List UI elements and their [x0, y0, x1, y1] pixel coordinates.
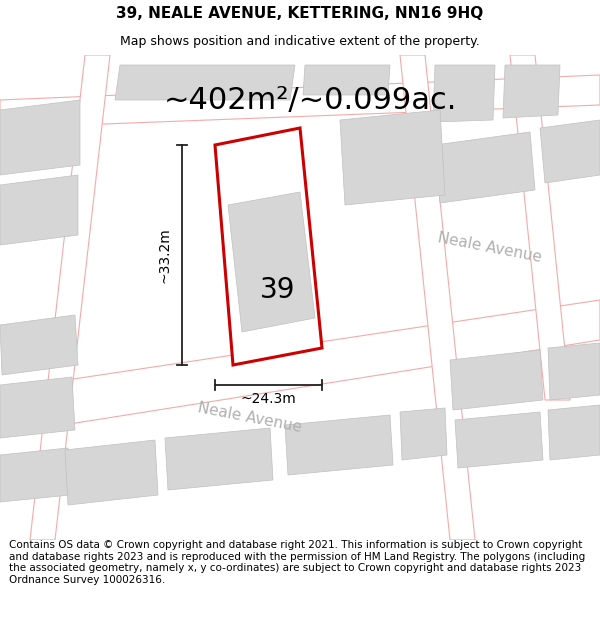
Polygon shape — [400, 408, 447, 460]
Text: Neale Avenue: Neale Avenue — [437, 231, 543, 266]
Polygon shape — [0, 75, 600, 128]
Polygon shape — [65, 440, 158, 505]
Polygon shape — [303, 65, 390, 95]
Text: Contains OS data © Crown copyright and database right 2021. This information is : Contains OS data © Crown copyright and d… — [9, 540, 585, 585]
Polygon shape — [0, 100, 80, 175]
Polygon shape — [510, 55, 570, 400]
Text: 39: 39 — [260, 276, 296, 304]
Polygon shape — [0, 315, 78, 375]
Polygon shape — [433, 65, 495, 122]
Polygon shape — [285, 415, 393, 475]
Polygon shape — [215, 128, 322, 365]
Polygon shape — [0, 300, 600, 435]
Polygon shape — [340, 110, 445, 205]
Polygon shape — [0, 377, 75, 438]
Polygon shape — [228, 192, 315, 332]
Polygon shape — [165, 428, 273, 490]
Polygon shape — [450, 350, 543, 410]
Text: ~33.2m: ~33.2m — [157, 227, 171, 283]
Polygon shape — [30, 55, 110, 540]
Polygon shape — [548, 343, 600, 400]
Polygon shape — [540, 120, 600, 183]
Text: 39, NEALE AVENUE, KETTERING, NN16 9HQ: 39, NEALE AVENUE, KETTERING, NN16 9HQ — [116, 6, 484, 21]
Text: Map shows position and indicative extent of the property.: Map shows position and indicative extent… — [120, 35, 480, 48]
Polygon shape — [400, 55, 475, 540]
Polygon shape — [503, 65, 560, 118]
Polygon shape — [435, 132, 535, 203]
Text: ~24.3m: ~24.3m — [241, 392, 296, 406]
Polygon shape — [0, 448, 70, 502]
Text: Neale Avenue: Neale Avenue — [197, 401, 303, 436]
Polygon shape — [455, 412, 543, 468]
Polygon shape — [548, 405, 600, 460]
Polygon shape — [115, 65, 295, 100]
Text: ~402m²/~0.099ac.: ~402m²/~0.099ac. — [163, 86, 457, 114]
Polygon shape — [0, 175, 78, 245]
